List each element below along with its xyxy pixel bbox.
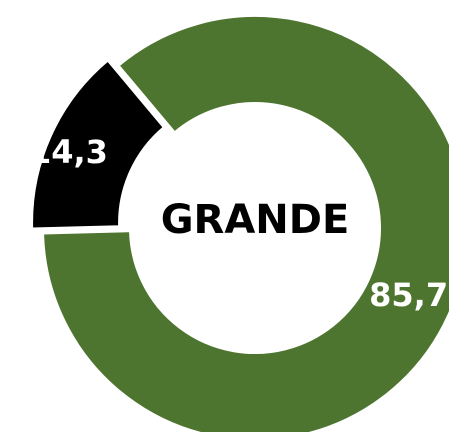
donut-slice — [42, 15, 449, 436]
value-label: 14,3 — [29, 133, 108, 171]
value-label: 85,7 — [369, 276, 448, 314]
donut-slice — [31, 59, 166, 230]
center-label: GRANDE — [161, 197, 350, 243]
